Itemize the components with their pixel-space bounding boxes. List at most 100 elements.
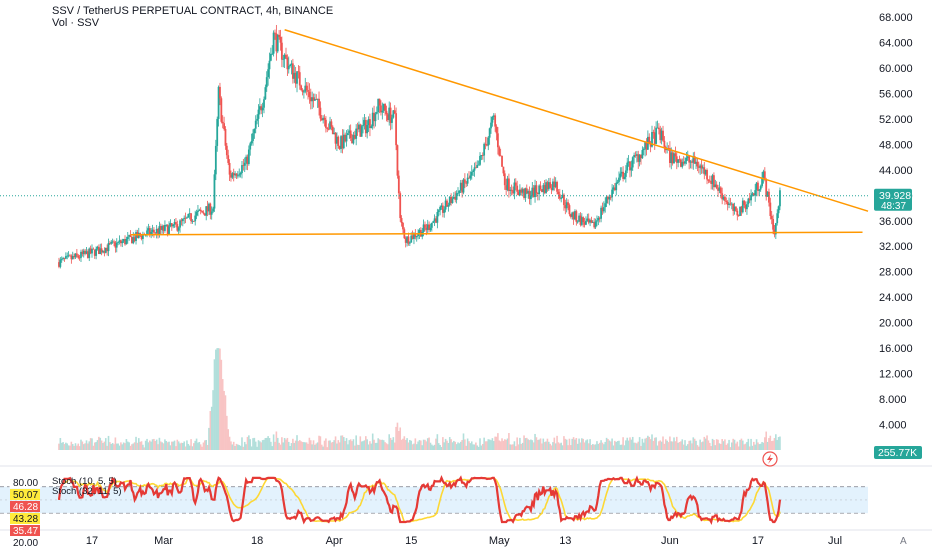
candle-body	[692, 156, 695, 163]
volume-bar	[541, 443, 543, 450]
volume-bar	[179, 443, 181, 450]
candle-body	[450, 196, 453, 204]
volume-bar	[128, 442, 130, 450]
volume-bar	[371, 433, 374, 450]
candle-body	[157, 228, 159, 235]
stoch-badge-bg	[10, 525, 40, 536]
price-tick-label: 8.000	[879, 394, 907, 406]
volume-bar	[316, 442, 319, 450]
volume-bar	[750, 438, 752, 450]
volume-bar	[283, 437, 286, 450]
volume-bar	[239, 445, 242, 450]
candle-body	[550, 187, 553, 191]
candle-body	[554, 181, 557, 188]
trendlines[interactable]	[0, 29, 869, 236]
candle-body	[469, 175, 472, 179]
symbol-title[interactable]: SSV / TetherUS PERPETUAL CONTRACT, 4h, B…	[52, 5, 334, 17]
price-tick-label: 20.000	[879, 318, 913, 330]
candle-body	[766, 191, 769, 197]
volume-bar	[470, 441, 473, 450]
volume-bar	[707, 440, 710, 450]
volume-bar	[634, 442, 637, 450]
candle-body	[88, 248, 91, 258]
candle-body	[516, 185, 519, 192]
volume-bar	[451, 442, 454, 450]
volume-bar	[699, 439, 701, 450]
volume-bar	[234, 446, 236, 450]
candle-body	[513, 182, 516, 194]
volume-bar	[428, 437, 430, 450]
volume-bar	[748, 446, 751, 450]
volume-bar	[667, 442, 670, 450]
auto-scale-glyph: A	[900, 536, 907, 547]
volume-bar	[653, 437, 656, 450]
candle-body	[652, 132, 655, 133]
candle-body	[275, 33, 278, 52]
volume-bar	[140, 441, 143, 450]
candle-body	[249, 143, 252, 150]
candle-body	[601, 207, 604, 212]
volume-bar	[235, 443, 238, 450]
candle-body	[232, 173, 235, 176]
candle-body	[217, 86, 220, 119]
candle-body	[242, 165, 245, 166]
candle-body	[624, 170, 627, 177]
volume-bar	[711, 438, 714, 450]
volume-bar	[649, 439, 652, 450]
candle-body	[509, 189, 512, 191]
candle-body	[407, 236, 410, 244]
volume-bar	[563, 436, 565, 450]
volume-bar	[241, 437, 243, 450]
candle-body	[679, 159, 682, 167]
volume-bar	[550, 445, 553, 450]
price-tick-label: 12.000	[879, 369, 913, 381]
volume-bar	[216, 348, 219, 450]
volume-bar	[354, 445, 356, 450]
candle-body	[258, 106, 261, 110]
candle-body	[481, 155, 484, 156]
volume-indicator-label[interactable]: Vol · SSV	[52, 17, 100, 29]
volume-bar	[481, 443, 484, 450]
candle-body	[213, 174, 216, 209]
volume-bar	[431, 444, 433, 450]
volume-bar	[146, 438, 148, 450]
candle-body	[623, 176, 626, 179]
volume-bar	[347, 444, 349, 450]
volume-bar	[373, 439, 375, 450]
volume-bar	[740, 438, 743, 450]
volume-bar	[162, 443, 165, 450]
volume-bar	[365, 436, 367, 450]
candle-body	[615, 182, 618, 191]
candle-body	[747, 198, 750, 205]
candle-body	[432, 221, 435, 223]
candle-body	[703, 167, 706, 175]
volume-bar	[692, 437, 695, 450]
candle-body	[722, 196, 725, 200]
candle-body	[528, 191, 531, 200]
candle-body	[439, 206, 442, 211]
volume-bar	[664, 439, 667, 450]
volume-bar	[616, 441, 619, 450]
volume-bar	[415, 444, 418, 450]
candle-body	[572, 212, 575, 220]
candle-body	[344, 134, 347, 142]
candle-body	[113, 241, 115, 243]
volume-bar	[103, 441, 106, 450]
candle-body	[527, 191, 530, 194]
candle-body	[630, 167, 633, 171]
volume-bar	[619, 444, 622, 450]
candle-body	[67, 255, 70, 257]
volume-bar	[89, 438, 92, 450]
volume-bar	[221, 379, 224, 450]
volume-bar	[651, 434, 653, 450]
volume-bar	[257, 440, 260, 450]
candle-body	[754, 190, 757, 196]
candle-body	[362, 125, 364, 127]
candle-body	[451, 198, 454, 204]
candle-body	[260, 106, 263, 111]
price-tick-label: 48.000	[879, 139, 913, 151]
candle-body	[78, 257, 81, 259]
candle-body	[695, 161, 697, 164]
